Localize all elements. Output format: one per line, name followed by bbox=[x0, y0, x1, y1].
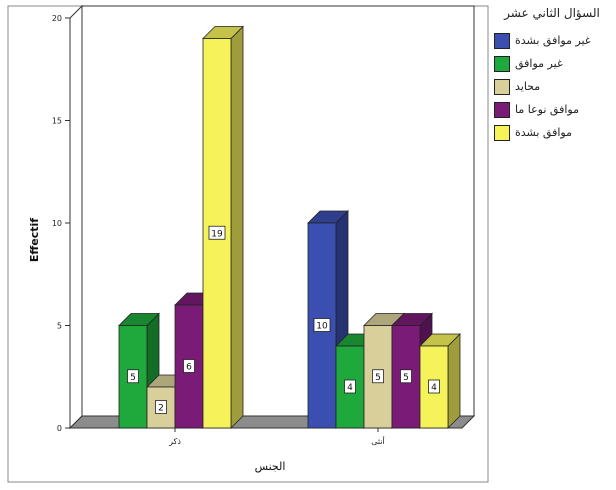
data-label-box bbox=[372, 369, 384, 384]
data-label-box bbox=[208, 225, 226, 240]
y-axis-label: Effectif bbox=[28, 218, 41, 262]
legend-swatch bbox=[494, 32, 510, 49]
legend-label: غير موافق bbox=[515, 57, 563, 70]
data-label: 19 bbox=[211, 229, 223, 239]
data-label-box bbox=[344, 379, 356, 394]
legend-swatch bbox=[494, 78, 510, 95]
legend-item: غير موافق bbox=[490, 52, 614, 75]
x-tick-label: أنثى bbox=[371, 436, 385, 446]
data-label: 2 bbox=[158, 404, 164, 414]
data-label: 5 bbox=[375, 373, 381, 383]
data-label-box bbox=[313, 318, 331, 332]
data-label-box bbox=[183, 359, 195, 373]
data-label: 6 bbox=[186, 363, 192, 373]
x-tick-label: ذكر bbox=[168, 437, 181, 446]
data-label-box bbox=[428, 379, 440, 394]
y-tick-label: 20 bbox=[52, 14, 62, 23]
left-wall bbox=[69, 4, 83, 430]
plot-area: 0 5 10 15 20 5 2 6 19 ذكر 10 4 5 5 4 أنثى bbox=[52, 4, 476, 446]
legend-items: غير موافق بشدة غير موافق محايد موافق نوعا م… bbox=[490, 29, 614, 144]
legend-label: موافق نوعا ما bbox=[515, 103, 579, 116]
data-label: 4 bbox=[431, 383, 437, 393]
data-label-box bbox=[127, 369, 139, 384]
legend: السؤال الثاني عشر غير موافق بشدة غير مواف… bbox=[490, 4, 614, 144]
x-axis-label: الجنس bbox=[255, 460, 286, 473]
data-label-box bbox=[400, 369, 412, 384]
y-tick-label: 0 bbox=[57, 424, 62, 433]
legend-title: السؤال الثاني عشر bbox=[504, 6, 600, 20]
y-tick-label: 10 bbox=[52, 219, 62, 228]
y-tick-label: 15 bbox=[52, 117, 62, 126]
y-tick-label: 5 bbox=[57, 322, 62, 331]
legend-item: محايد bbox=[490, 75, 614, 98]
data-label-box bbox=[155, 400, 167, 414]
legend-label: موافق بشدة bbox=[515, 126, 572, 139]
legend-label: غير موافق بشدة bbox=[515, 34, 591, 47]
legend-label: محايد bbox=[515, 80, 541, 93]
legend-swatch bbox=[494, 101, 510, 118]
legend-item: غير موافق بشدة bbox=[490, 29, 614, 52]
legend-item: موافق نوعا ما bbox=[490, 98, 614, 121]
data-label: 5 bbox=[130, 373, 136, 383]
bar-side bbox=[230, 25, 244, 429]
legend-swatch bbox=[494, 55, 510, 72]
data-label: 5 bbox=[403, 373, 409, 383]
legend-swatch bbox=[494, 124, 510, 141]
data-label: 10 bbox=[316, 322, 328, 332]
legend-item: موافق بشدة bbox=[490, 121, 614, 144]
bar-side bbox=[447, 333, 461, 429]
data-label: 4 bbox=[347, 383, 353, 393]
